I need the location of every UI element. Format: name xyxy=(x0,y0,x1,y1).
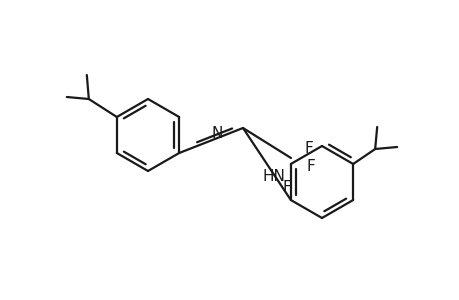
Text: F: F xyxy=(304,140,313,155)
Text: N: N xyxy=(211,125,223,140)
Text: HN: HN xyxy=(262,169,285,184)
Text: F: F xyxy=(306,158,315,173)
Text: F: F xyxy=(282,180,291,195)
